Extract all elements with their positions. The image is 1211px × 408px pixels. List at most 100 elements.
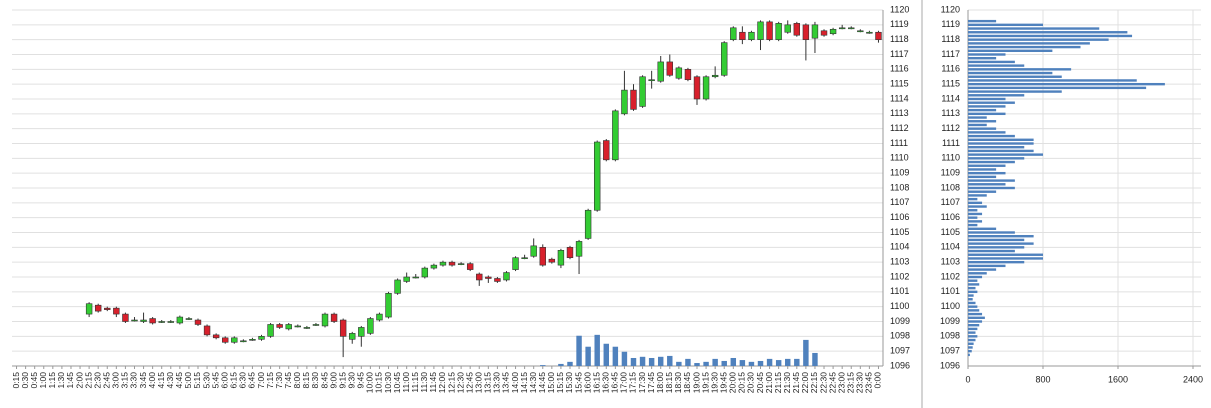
candle-body xyxy=(512,257,519,270)
y-tick-label: 1112 xyxy=(890,123,909,133)
volume-bar xyxy=(748,361,755,366)
profile-bar xyxy=(968,157,1025,160)
profile-bar xyxy=(968,249,1015,253)
x-tick-label: 23:00 xyxy=(836,372,846,394)
volume-bar xyxy=(785,358,791,366)
candle-body xyxy=(358,327,365,337)
x-tick-label: 6:30 xyxy=(238,372,248,389)
y-tick-label: 1097 xyxy=(890,346,910,356)
volume-bar xyxy=(721,360,727,366)
profile-bar xyxy=(968,120,997,123)
candle-body xyxy=(875,31,882,40)
x-tick-label: 4:00 xyxy=(147,372,157,389)
x-tick-label: 17:30 xyxy=(637,372,647,394)
candle-body xyxy=(158,321,165,323)
x-tick-label: 21:15 xyxy=(773,372,783,394)
profile-bar xyxy=(968,116,987,119)
y-tick-label: 1111 xyxy=(890,138,908,148)
x-tick-label: 10:30 xyxy=(383,372,393,394)
x-tick-label: 11:45 xyxy=(428,372,438,393)
profile-bar xyxy=(968,168,997,171)
profile-bar xyxy=(968,123,987,127)
profile-bar xyxy=(968,131,1006,134)
x-tick-label: 23:45 xyxy=(864,372,874,394)
profile-bar xyxy=(968,179,1015,182)
x-tick-label: 6:00 xyxy=(219,372,229,389)
profile-bar xyxy=(968,160,1015,164)
profile-bar xyxy=(968,238,1025,242)
x-tick-label: 20:30 xyxy=(746,372,756,394)
y-tick-label: 1100 xyxy=(890,301,909,311)
candle-body xyxy=(657,61,664,82)
y-tick-label: 1102 xyxy=(941,271,960,281)
volume-bar xyxy=(576,335,582,366)
candle-body xyxy=(757,21,764,40)
candle-body xyxy=(430,264,438,269)
profile-bar xyxy=(968,171,1006,175)
x-tick-label: 14:15 xyxy=(519,372,529,394)
y-tick-label: 1107 xyxy=(890,197,909,207)
x-tick-label: 1:45 xyxy=(65,372,75,389)
x-tick-label: 2:00 xyxy=(74,372,84,389)
candle-body xyxy=(149,318,156,324)
candle-body xyxy=(711,74,719,78)
x-tick-label: 2:45 xyxy=(102,372,112,389)
profile-bar xyxy=(968,349,972,353)
profile-bar xyxy=(968,298,973,301)
x-tick-label: 6:45 xyxy=(247,372,257,389)
candle-body xyxy=(820,30,828,36)
x-tick-label: 1600 xyxy=(1108,374,1128,384)
candle-body xyxy=(185,318,193,320)
profile-bar xyxy=(968,286,976,290)
profile-bar xyxy=(968,194,987,197)
candle-body xyxy=(212,334,220,339)
x-tick-label: 5:15 xyxy=(192,372,202,389)
profile-bar xyxy=(968,38,1109,41)
y-tick-label: 1109 xyxy=(941,168,960,178)
y-tick-label: 1116 xyxy=(890,64,909,74)
profile-bar xyxy=(968,264,1006,268)
x-tick-label: 0:45 xyxy=(29,372,39,389)
y-tick-label: 1101 xyxy=(941,286,960,296)
profile-bar xyxy=(968,94,1025,97)
volume-bar xyxy=(730,357,737,366)
profile-bar xyxy=(968,42,1090,45)
candle-body xyxy=(448,261,456,266)
profile-bar xyxy=(968,19,997,23)
x-tick-label: 16:15 xyxy=(591,372,601,394)
y-tick-label: 1106 xyxy=(890,212,909,222)
x-tick-label: 12:45 xyxy=(464,372,474,394)
y-tick-label: 1096 xyxy=(890,360,910,370)
x-tick-label: 10:45 xyxy=(392,372,402,394)
x-tick-label: 15:00 xyxy=(546,372,556,394)
candle-body xyxy=(811,24,819,39)
y-tick-label: 1113 xyxy=(941,108,960,118)
profile-bar xyxy=(968,235,1034,238)
y-tick-label: 1098 xyxy=(890,331,910,341)
profile-bar xyxy=(968,134,1015,138)
profile-bar xyxy=(968,272,987,275)
profile-bar xyxy=(968,127,997,130)
profile-bar xyxy=(968,253,1043,256)
x-tick-label: 5:00 xyxy=(183,372,193,389)
x-tick-label: 22:00 xyxy=(800,372,810,394)
candle-body xyxy=(131,319,138,322)
x-tick-label: 13:15 xyxy=(483,372,493,394)
y-tick-label: 1104 xyxy=(890,242,909,252)
profile-bar xyxy=(968,316,985,319)
y-tick-label: 1118 xyxy=(941,34,960,44)
candle-body xyxy=(485,276,492,279)
profile-bar xyxy=(968,268,997,271)
candle-body xyxy=(784,24,791,33)
candle-body xyxy=(167,321,174,323)
x-tick-label: 0:15 xyxy=(11,372,21,389)
volume-bar xyxy=(703,361,709,366)
x-tick-label: 1:15 xyxy=(47,372,57,389)
profile-bar xyxy=(968,60,1015,64)
candle-body xyxy=(630,89,637,110)
x-tick-label: 18:45 xyxy=(682,372,692,394)
x-tick-label: 22:30 xyxy=(818,372,828,394)
candle-body xyxy=(866,31,873,34)
y-tick-label: 1107 xyxy=(941,197,960,207)
profile-bar xyxy=(968,246,1025,249)
